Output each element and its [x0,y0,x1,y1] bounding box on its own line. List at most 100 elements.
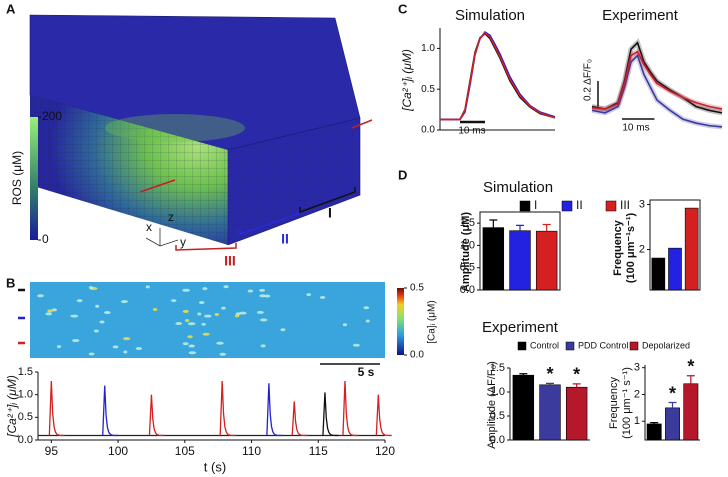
spark [112,345,119,349]
legend-label: I [534,198,537,212]
axis-label: Amplitude (μM) [460,212,472,292]
trace [440,32,556,121]
legend-label: Depolarized [642,340,690,350]
axis-label: (100 μm⁻¹ s⁻¹) [621,367,633,439]
bar [509,230,531,291]
bar [668,247,682,291]
tick-label: 1.0 [18,389,33,401]
spark [247,289,254,293]
spark [47,309,54,313]
axis-label: [Ca²⁺]ᵢ (μM) [400,49,414,112]
spark [37,294,44,298]
panel-label: B [6,275,15,290]
spark [45,312,53,316]
spark [145,285,150,289]
panel-title: Simulation [455,7,525,24]
region-label: I [328,205,332,221]
spark [259,318,268,322]
bar [565,386,588,441]
axis [37,372,385,441]
spark [170,299,177,303]
tick-label: 0.0 [460,284,475,296]
spark [198,301,205,305]
axis [439,28,555,131]
tick-label: 2 [634,388,640,400]
axis-label: [Ca²⁺]ᵢ (μM) [5,375,19,438]
bar [651,257,666,291]
spark [365,319,370,323]
error-bar [489,219,498,228]
panel-label: A [6,1,16,16]
tick-label: 0.5 [490,410,505,422]
tick-label: 3 [634,362,640,374]
bar [665,407,680,441]
panel-title: Experiment [602,7,679,24]
tick-label: 200 [42,109,62,123]
spark [88,352,95,356]
spark [259,294,266,298]
tick-label: 1 [634,415,640,427]
spark [51,308,57,312]
spark [175,322,183,326]
legend-swatch [629,341,639,351]
tick-label: 0.5 [421,84,435,95]
panel-label: D [398,167,407,182]
bar [684,207,699,291]
spark [221,306,226,310]
trace [440,31,556,121]
spark [239,311,247,315]
spark [352,343,360,347]
spark [88,286,94,290]
bar [683,383,699,441]
spark [95,304,100,308]
legend-label: PDD Control [578,340,629,350]
error-bar [668,401,677,408]
error-bar [519,373,528,376]
scale-label: 5 s [358,365,375,379]
axis-label: (100 μm⁻¹s⁻¹) [625,213,637,284]
spark [256,310,264,314]
spike [48,381,65,437]
spike [219,381,236,437]
bar [535,230,558,291]
error-bar [572,383,581,388]
colorbar-label: [Ca]ᵢ (μM) [427,300,438,343]
tick-label: 0.5 [460,262,475,274]
spark [99,320,105,324]
error-bar [650,421,659,424]
error-bar [516,224,524,231]
spike [291,401,308,437]
axis-name: z [168,210,174,224]
colorbar [397,288,404,355]
spark [152,308,158,312]
error-bar [542,223,551,232]
tick-label: 1.5 [490,362,505,374]
tick-label: 0.0 [410,350,424,361]
spark [123,350,128,354]
tick-label: 120 [375,444,395,458]
spark [363,306,370,310]
error-bar [686,375,695,384]
spark [120,300,128,304]
axis [479,211,561,291]
legend-label: III [620,198,630,212]
spark [56,345,62,349]
axis-name: x [146,220,152,234]
tick-label: 0 [42,232,49,246]
box-3d [29,14,373,247]
spark [188,344,195,348]
spark [223,285,229,289]
spark [234,314,240,318]
axis-label: Frequency [612,219,624,276]
spike [342,381,359,437]
axis [649,199,701,291]
spark [188,351,197,355]
panel-title: Experiment [482,319,559,336]
spark [187,335,193,339]
trace [591,54,723,128]
spark [202,287,208,291]
legend-swatch [605,200,617,212]
spark [122,337,131,341]
tick-label: 100 [108,444,128,458]
tick-label: 115 [309,444,328,458]
